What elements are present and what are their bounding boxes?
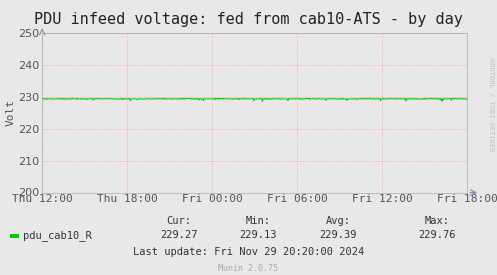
Text: pdu_cab10_R: pdu_cab10_R [23,230,92,241]
Text: Avg:: Avg: [326,216,350,226]
Text: 229.39: 229.39 [319,230,357,240]
Text: Munin 2.0.75: Munin 2.0.75 [219,264,278,273]
Y-axis label: Volt: Volt [5,99,15,126]
Text: 229.27: 229.27 [160,230,198,240]
Text: PDU infeed voltage: fed from cab10-ATS - by day: PDU infeed voltage: fed from cab10-ATS -… [34,12,463,28]
Text: Last update: Fri Nov 29 20:20:00 2024: Last update: Fri Nov 29 20:20:00 2024 [133,247,364,257]
Text: 229.13: 229.13 [240,230,277,240]
Text: 229.76: 229.76 [418,230,456,240]
Text: RRDTOOL / TOBI OETIKER: RRDTOOL / TOBI OETIKER [488,58,494,151]
Text: Min:: Min: [246,216,271,226]
Text: Max:: Max: [425,216,450,226]
Text: Cur:: Cur: [166,216,191,226]
